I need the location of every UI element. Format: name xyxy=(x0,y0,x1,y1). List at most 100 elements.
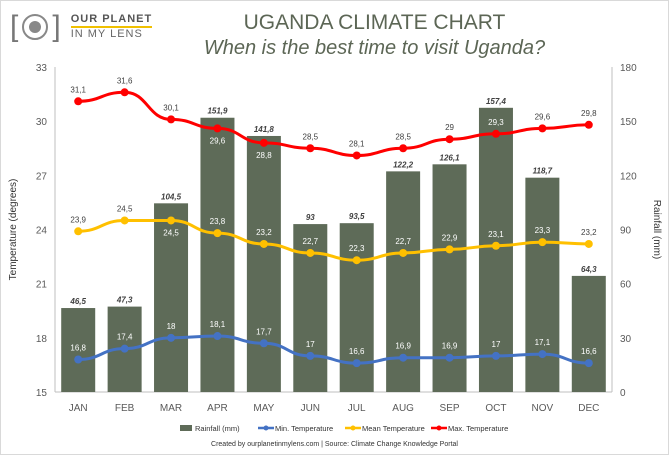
series-point xyxy=(167,333,176,342)
legend-label: Mean Temperature xyxy=(362,424,425,433)
series-point xyxy=(213,332,222,341)
series-data-label: 22,7 xyxy=(303,237,319,246)
series-point xyxy=(445,135,454,144)
rainfall-data-label: 64,3 xyxy=(581,265,597,274)
series-data-label: 16,8 xyxy=(70,344,86,353)
bracket-right-icon: ] xyxy=(52,10,61,43)
legend-label: Min. Temperature xyxy=(275,424,333,433)
y-tick-label: 27 xyxy=(36,171,48,182)
rainfall-data-label: 104,5 xyxy=(161,192,182,201)
series-data-label: 23,2 xyxy=(581,228,597,237)
series-point xyxy=(491,351,500,360)
series-data-label: 31,1 xyxy=(70,85,86,94)
series-data-label: 22,7 xyxy=(395,237,411,246)
series-data-label: 16,6 xyxy=(349,347,365,356)
series-point xyxy=(491,129,500,138)
series-line-1 xyxy=(78,218,589,262)
series-data-label: 28,5 xyxy=(395,132,411,141)
y2-tick-label: 120 xyxy=(620,171,637,182)
y-tick-label: 21 xyxy=(36,280,48,291)
series-data-label: 23,2 xyxy=(256,228,272,237)
series-point xyxy=(120,88,129,97)
series-point xyxy=(74,97,83,106)
rainfall-data-label: 47,3 xyxy=(116,296,133,305)
series-data-label: 22,3 xyxy=(349,244,365,253)
series-point xyxy=(120,216,129,225)
series-data-label: 28,5 xyxy=(303,132,319,141)
logo: [ ] OUR PLANET IN MY LENS xyxy=(10,10,153,43)
series-data-label: 17,4 xyxy=(117,333,133,342)
series-point xyxy=(399,248,408,257)
y2-tick-label: 90 xyxy=(620,226,632,237)
series-data-label: 16,9 xyxy=(442,342,458,351)
series-data-label: 22,9 xyxy=(442,233,458,242)
y2-axis-label: Rainfall (mm) xyxy=(651,200,662,259)
series-point xyxy=(167,115,176,124)
series-data-label: 23,8 xyxy=(210,217,226,226)
logo-line2: IN MY LENS xyxy=(70,28,143,40)
x-tick-label: OCT xyxy=(485,403,506,414)
series-data-label: 31,6 xyxy=(117,76,133,85)
series-data-label: 16,6 xyxy=(581,347,597,356)
series-data-label: 29 xyxy=(445,123,454,132)
series-line-0 xyxy=(78,334,589,365)
series-data-label: 23,9 xyxy=(70,215,86,224)
rainfall-data-label: 157,4 xyxy=(486,97,507,106)
chart-subtitle: When is the best time to visit Uganda? xyxy=(203,37,546,59)
y-tick-label: 24 xyxy=(36,226,48,237)
rainfall-data-label: 151,9 xyxy=(207,107,228,116)
y2-tick-label: 150 xyxy=(620,117,637,128)
series-point xyxy=(399,144,408,153)
rainfall-bar xyxy=(61,308,96,392)
series-point xyxy=(538,238,547,247)
series-point xyxy=(213,124,222,133)
x-tick-label: JUL xyxy=(348,403,366,414)
rainfall-data-label: 46,5 xyxy=(69,297,86,306)
series-point xyxy=(491,241,500,250)
series-point xyxy=(538,124,547,133)
series-point xyxy=(399,353,408,362)
series-point xyxy=(306,144,315,153)
x-tick-label: MAR xyxy=(160,403,182,414)
series-data-label: 16,9 xyxy=(395,342,411,351)
footer-credit: Created by ourplanetinmylens.com | Sourc… xyxy=(211,441,458,448)
rainfall-bar xyxy=(200,117,235,392)
series-point xyxy=(259,339,268,348)
series-point xyxy=(213,229,222,238)
series-point xyxy=(120,344,129,353)
legend-swatch-rainfall xyxy=(180,425,192,431)
y-tick-label: 30 xyxy=(36,117,48,128)
y2-tick-label: 30 xyxy=(620,334,632,345)
series-point xyxy=(445,353,454,362)
y-axis-label: Temperature (degrees) xyxy=(8,179,19,281)
series-data-label: 29,8 xyxy=(581,109,597,118)
y2-tick-label: 180 xyxy=(620,63,637,74)
series-point xyxy=(584,239,593,248)
logo-line1: OUR PLANET xyxy=(70,13,153,28)
rainfall-bar xyxy=(525,177,560,392)
globe-icon xyxy=(22,14,49,40)
y2-tick-label: 60 xyxy=(620,280,632,291)
series-data-label: 17,7 xyxy=(256,327,272,336)
series-data-label: 17 xyxy=(306,340,315,349)
series-point xyxy=(167,216,176,225)
legend-marker xyxy=(436,425,442,431)
y-tick-label: 18 xyxy=(36,334,48,345)
series-data-label: 23,1 xyxy=(488,230,504,239)
series-data-label: 17,1 xyxy=(535,338,551,347)
y2-tick-label: 0 xyxy=(620,388,626,399)
legend-marker xyxy=(263,425,269,431)
series-point xyxy=(74,227,83,236)
series-point xyxy=(538,350,547,359)
series-data-label: 18 xyxy=(167,322,176,331)
series-point xyxy=(352,151,361,160)
x-tick-label: JUN xyxy=(301,403,320,414)
series-point xyxy=(306,248,315,257)
rainfall-bar xyxy=(246,135,281,392)
series-data-label: 30,1 xyxy=(163,103,179,112)
legend-label: Rainfall (mm) xyxy=(195,424,240,433)
series-data-label: 24,5 xyxy=(117,204,133,213)
series-point xyxy=(306,351,315,360)
series-point xyxy=(584,120,593,129)
